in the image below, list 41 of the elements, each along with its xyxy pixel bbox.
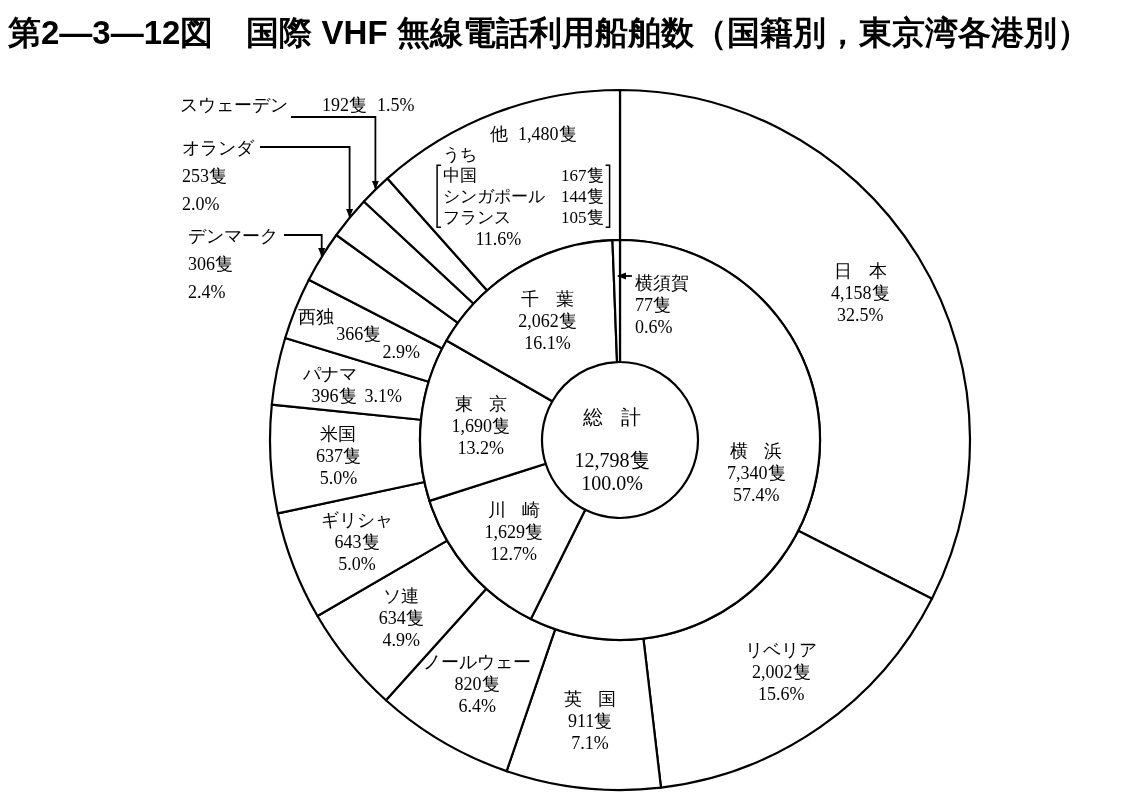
category-label: 日本 xyxy=(834,261,887,282)
value-label: 77隻 0.6% xyxy=(634,294,673,337)
value-label: 643隻 5.0% xyxy=(334,532,380,575)
category-label: スウェーデン xyxy=(180,94,288,115)
value-label: 1,690隻 13.2% xyxy=(451,415,510,458)
value-label: 192隻 1.5% xyxy=(322,94,415,115)
value-label: 306隻 2.4% xyxy=(188,253,233,302)
value-label: 396隻 3.1% xyxy=(311,385,402,406)
value-label: 634隻 4.9% xyxy=(378,608,424,651)
value-label: 637隻 5.0% xyxy=(315,446,361,488)
annotation: 総計 12,798隻 100.0% xyxy=(574,406,650,495)
category-label: パナマ xyxy=(303,363,358,384)
annotation: シンガポール 144隻 xyxy=(443,187,604,207)
category-label: ノールウェー xyxy=(423,651,532,672)
category-label: ソ連 xyxy=(383,586,420,607)
category-label: 東京 xyxy=(454,393,507,414)
category-label: 米国 xyxy=(320,424,357,444)
value-label: 820隻 6.4% xyxy=(454,673,500,716)
title: 第2—3—12図 国際 VHF 無線電話利用船舶数（国籍別，東京湾各港別） xyxy=(8,14,1090,51)
category-label: オランダ xyxy=(182,137,254,158)
category-label: 英国 xyxy=(564,688,617,709)
category-label: 千葉 xyxy=(521,288,574,309)
category-label: リベリア xyxy=(745,639,818,660)
value-label: 911隻 7.1% xyxy=(567,710,613,753)
category-label: 川崎 xyxy=(487,499,540,520)
category-label: 横浜 xyxy=(730,440,783,461)
annotation: うち xyxy=(443,145,478,165)
value-label: 2,062隻 16.1% xyxy=(518,310,577,353)
category-label: 西独 xyxy=(298,307,335,328)
category-label: 横須賀 xyxy=(634,272,689,293)
value-label: 253隻 2.0% xyxy=(182,165,227,214)
value-label: 2,002隻 15.6% xyxy=(752,661,811,704)
value-label: 4,158隻 32.5% xyxy=(831,283,890,326)
annotation: フランス 105隻 xyxy=(443,208,604,228)
category-label: ギリシャ xyxy=(321,510,393,531)
value-label: 1,629隻 12.7% xyxy=(484,521,543,564)
category-label: デンマーク xyxy=(188,225,278,246)
annotation: 中国 167隻 xyxy=(443,166,604,186)
value-label: 366隻 2.9% xyxy=(336,324,421,362)
value-label: 7,340隻 57.4% xyxy=(727,462,786,505)
category-label: 他 xyxy=(490,123,509,144)
